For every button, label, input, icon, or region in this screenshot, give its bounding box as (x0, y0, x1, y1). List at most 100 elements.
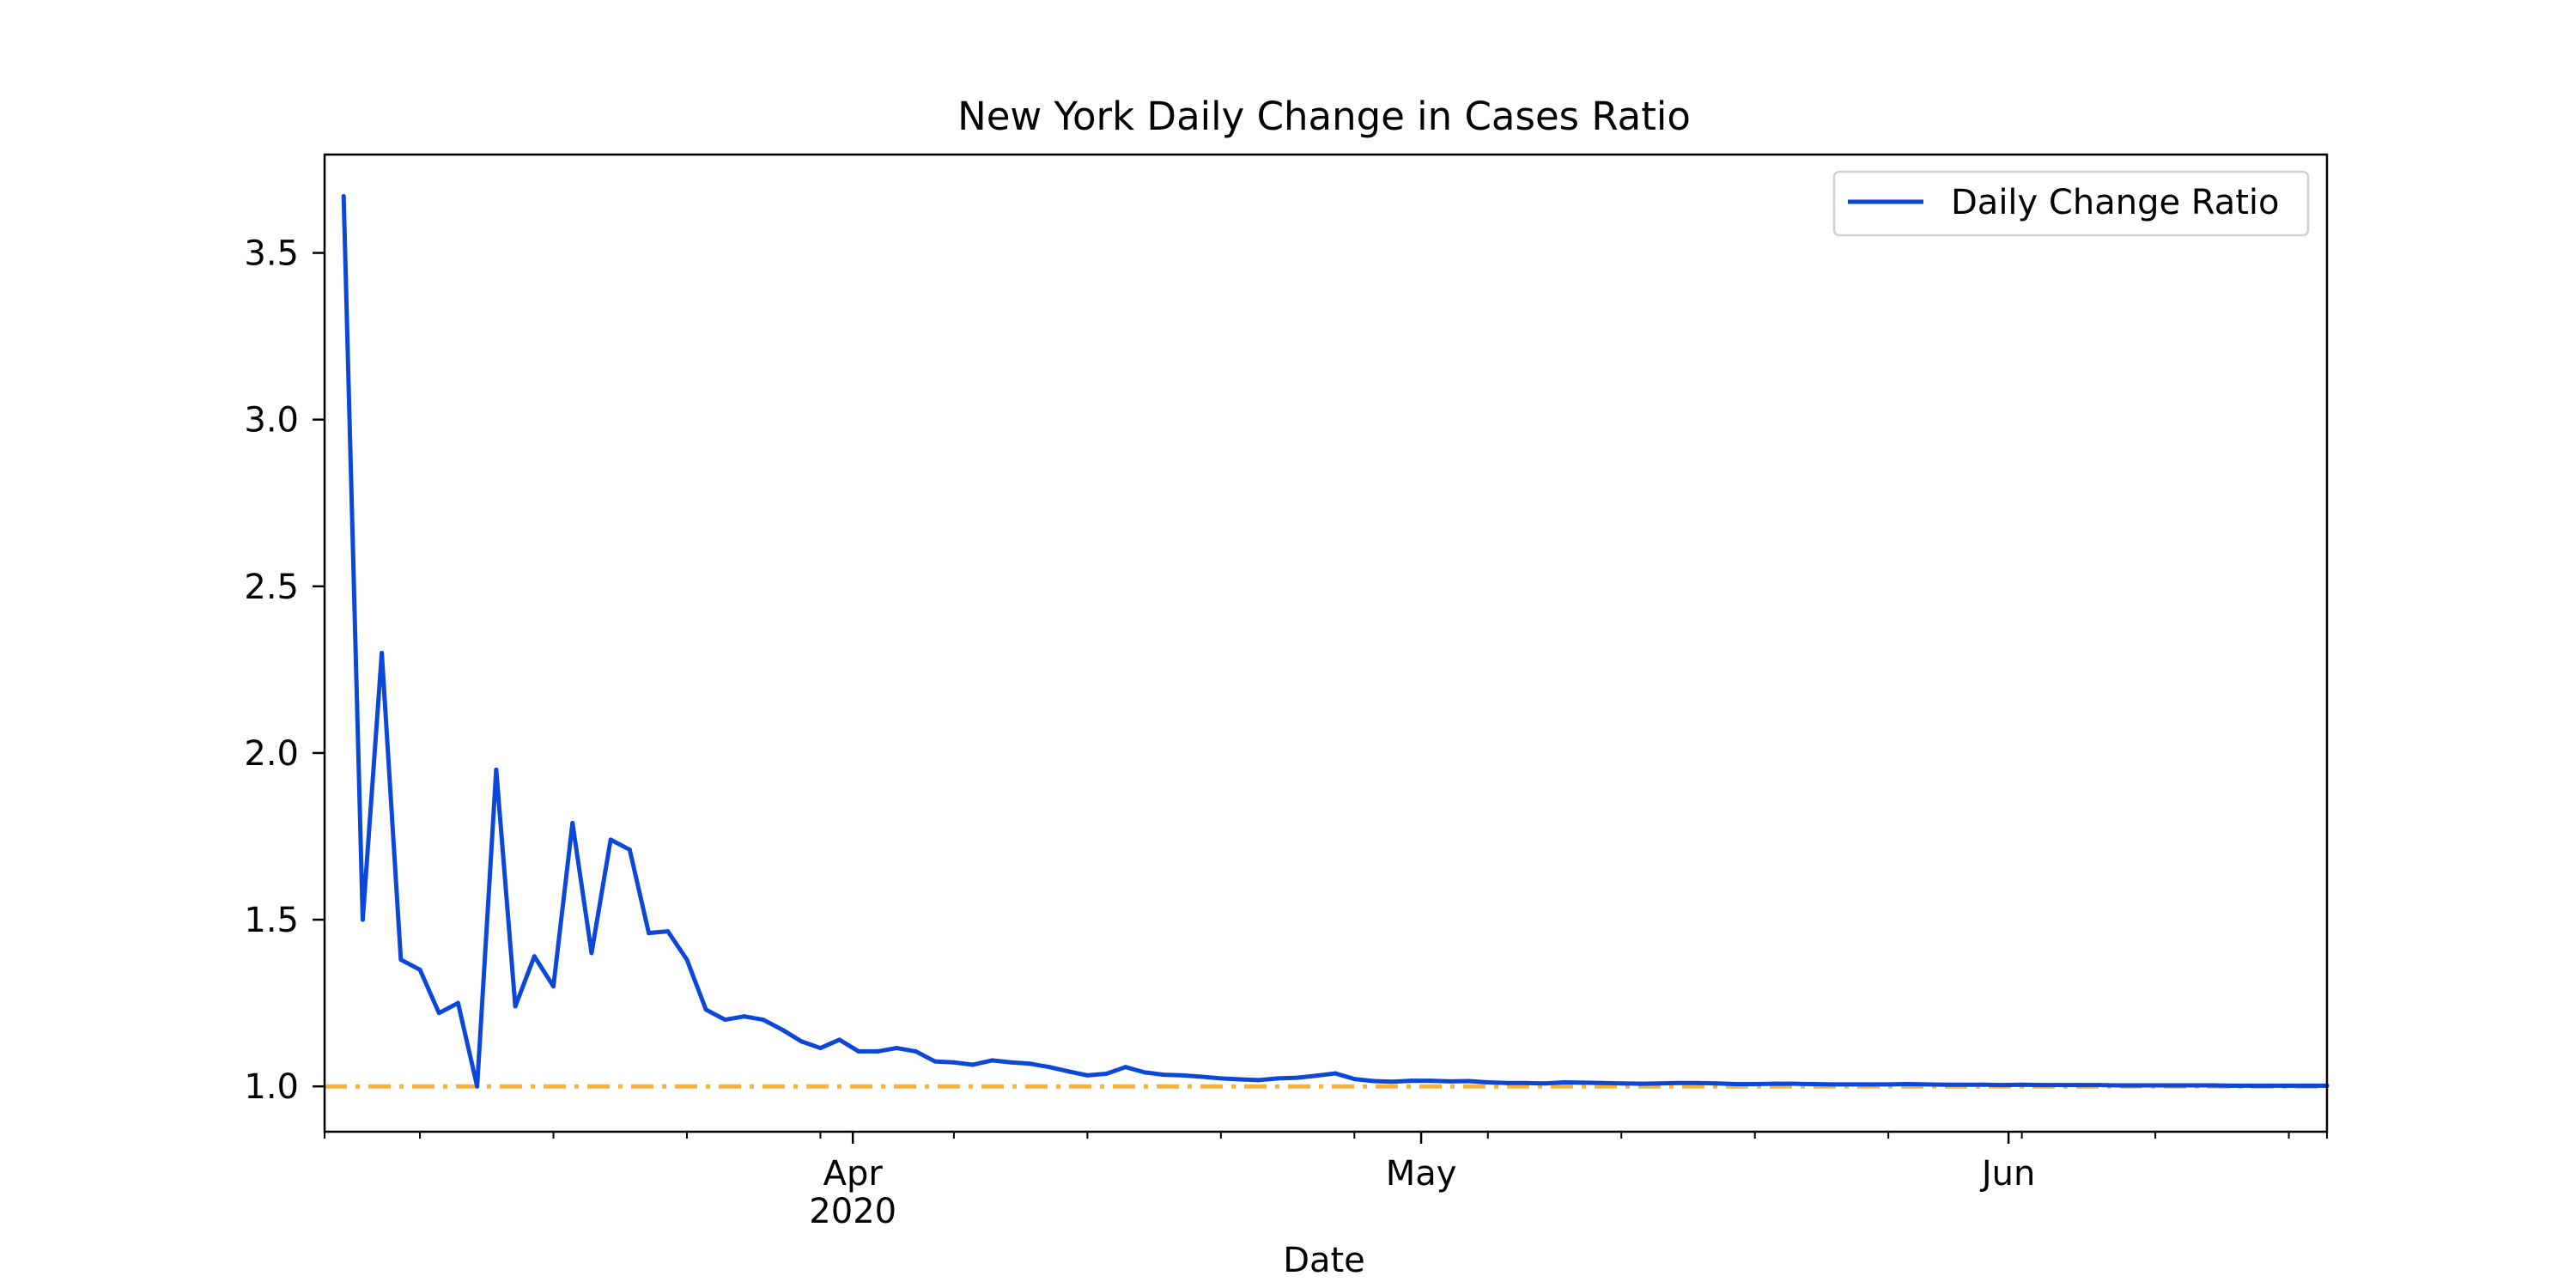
data-point (2115, 1083, 2120, 1088)
data-point (2248, 1083, 2253, 1088)
x-tick-label: May (1386, 1154, 1457, 1194)
y-tick-label: 2.5 (244, 568, 299, 607)
data-point (780, 1027, 785, 1032)
data-point (1028, 1061, 1033, 1066)
y-tick-label: 1.0 (244, 1067, 299, 1107)
data-point (1829, 1082, 1834, 1087)
data-point (875, 1048, 880, 1054)
data-point (2210, 1083, 2215, 1088)
data-point (1352, 1077, 1357, 1082)
data-point (589, 951, 594, 956)
data-point (1753, 1081, 1758, 1086)
data-point (1295, 1075, 1300, 1080)
data-point (2306, 1083, 2311, 1088)
series-line-0 (341, 194, 2330, 1089)
data-point (1314, 1073, 1319, 1078)
data-point (1047, 1065, 1052, 1070)
data-point (1771, 1081, 1777, 1086)
data-point (1657, 1081, 1662, 1086)
data-point (1390, 1079, 1395, 1084)
data-point (1600, 1080, 1605, 1085)
data-point (627, 848, 632, 853)
data-point (570, 820, 575, 825)
data-point (1371, 1078, 1376, 1084)
data-point (1275, 1076, 1280, 1081)
y-tick-label: 1.5 (244, 901, 299, 940)
data-point (398, 957, 404, 963)
data-point (1962, 1082, 1967, 1087)
data-point (2076, 1083, 2081, 1088)
data-point (1619, 1081, 1624, 1086)
data-point (1409, 1078, 1414, 1084)
data-point (1428, 1078, 1433, 1084)
data-point (799, 1039, 804, 1044)
data-point (913, 1048, 918, 1054)
data-point (1695, 1080, 1700, 1085)
data-point (1581, 1080, 1586, 1085)
data-point (1981, 1082, 1986, 1087)
data-point (2020, 1082, 2025, 1087)
data-point (1809, 1081, 1814, 1086)
data-point (1467, 1078, 1472, 1084)
data-point (1504, 1080, 1510, 1085)
data-point (2287, 1083, 2292, 1088)
data-point (475, 1084, 480, 1089)
data-point (1161, 1072, 1166, 1078)
data-point (608, 837, 613, 842)
y-tick-label: 3.0 (244, 401, 299, 440)
data-point (532, 954, 537, 959)
data-point (1485, 1080, 1491, 1085)
data-point (1066, 1069, 1071, 1074)
data-point (951, 1060, 957, 1065)
data-point (1867, 1082, 1872, 1087)
data-point (380, 650, 385, 655)
data-point (2191, 1083, 2196, 1088)
data-point (551, 984, 556, 989)
legend-label: Daily Change Ratio (1951, 183, 2279, 222)
data-point (455, 1000, 460, 1005)
data-point (1123, 1065, 1128, 1070)
data-point (1200, 1074, 1205, 1079)
data-point (1142, 1070, 1147, 1075)
data-point (2172, 1083, 2177, 1088)
data-point (989, 1058, 994, 1063)
data-point (742, 1014, 747, 1019)
data-point (2038, 1083, 2044, 1088)
data-point (933, 1059, 938, 1064)
y-axis: 1.0 1.5 2.0 2.5 3.0 3.5 (244, 234, 325, 1107)
data-point (1009, 1060, 1014, 1065)
data-point (1924, 1082, 1929, 1087)
data-point (1237, 1077, 1242, 1082)
data-point (894, 1046, 899, 1051)
data-point (1905, 1081, 1910, 1086)
data-point (1637, 1081, 1643, 1086)
data-point (970, 1062, 975, 1067)
data-point (665, 929, 671, 934)
legend-box (1832, 170, 2310, 237)
data-point (1256, 1078, 1261, 1083)
data-point (761, 1018, 766, 1023)
data-point (2229, 1083, 2234, 1088)
data-point (360, 917, 365, 922)
data-point (341, 194, 346, 199)
data-point (1790, 1081, 1795, 1086)
data-point (2057, 1083, 2063, 1088)
y-tick-label: 2.0 (244, 734, 299, 774)
data-point (2153, 1083, 2158, 1088)
data-point (1104, 1071, 1109, 1076)
data-point (837, 1037, 842, 1042)
x-tick-sublabel: 2020 (809, 1192, 896, 1231)
data-point (1333, 1071, 1338, 1076)
data-point (1180, 1072, 1185, 1078)
data-point (436, 1011, 441, 1016)
data-point (1562, 1080, 1567, 1085)
data-point (1943, 1082, 1948, 1087)
data-point (1542, 1081, 1547, 1086)
data-point (494, 767, 499, 772)
data-point (1218, 1076, 1224, 1081)
data-point (2000, 1083, 2005, 1088)
data-point (1848, 1082, 1853, 1087)
data-point (703, 1007, 708, 1012)
x-axis-label: Date (1283, 1241, 1365, 1280)
plot-frame (323, 153, 2329, 1133)
